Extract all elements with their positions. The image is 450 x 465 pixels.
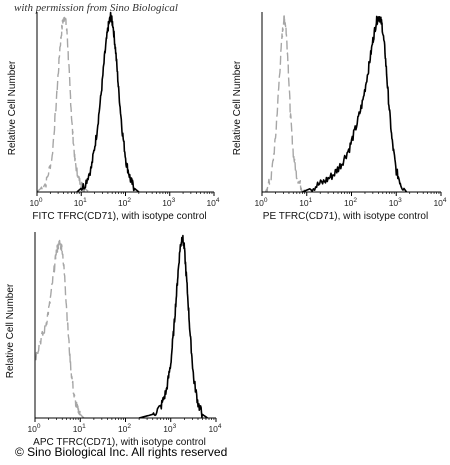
sample-histogram-trace [302, 15, 408, 193]
x-tick-label: 100 [29, 197, 42, 208]
x-tick-label: 100 [254, 197, 267, 208]
x-axis-title: PE TFRC(CD71), with isotype control [263, 211, 428, 222]
x-tick-label: 101 [74, 197, 87, 208]
x-tick-label: 103 [163, 423, 176, 434]
x-tick-label: 102 [118, 197, 131, 208]
x-tick-label: 104 [208, 423, 221, 434]
copyright-text: © Sino Biological Inc. All rights reserv… [15, 445, 228, 459]
isotype-histogram-trace [264, 12, 307, 193]
x-tick-label: 102 [118, 423, 131, 434]
sample-histogram-trace [76, 11, 140, 193]
watermark-text: with permission from Sino Biological [14, 2, 178, 14]
x-tick-label: 104 [433, 197, 446, 208]
x-tick-label: 103 [162, 197, 175, 208]
y-axis-title: Relative Cell Number [5, 283, 16, 378]
x-tick-label: 104 [206, 197, 219, 208]
histogram-panel-2: 100 101 102 103 104 PE TFRC(CD71), with isoty… [232, 12, 447, 222]
x-tick-label: 103 [389, 197, 402, 208]
x-tick-label: 101 [299, 197, 312, 208]
isotype-histogram-trace [34, 239, 85, 419]
isotype-histogram-trace [36, 16, 90, 193]
x-tick-label: 102 [344, 197, 357, 208]
sample-histogram-trace [138, 234, 208, 419]
x-tick-label: 101 [73, 423, 86, 434]
y-axis-title: Relative Cell Number [7, 60, 18, 155]
x-tick-label: 100 [27, 423, 40, 434]
x-axis-title: FITC TFRC(CD71), with isotype control [32, 211, 206, 222]
x-axis-title: APC TFRC(CD71), with isotype control [33, 437, 206, 448]
y-axis-title: Relative Cell Number [232, 60, 243, 155]
